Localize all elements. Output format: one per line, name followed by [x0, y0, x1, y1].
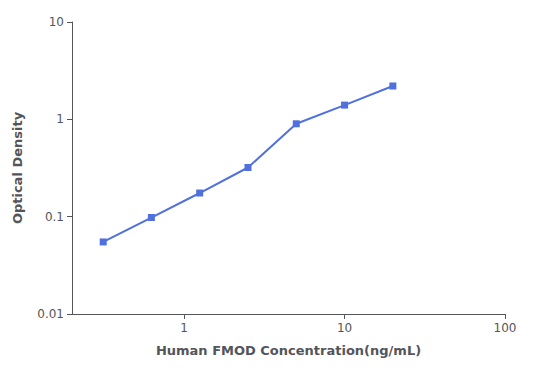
svg-text:10: 10 [337, 321, 352, 335]
svg-text:1: 1 [180, 321, 188, 335]
svg-text:1: 1 [56, 112, 64, 126]
svg-text:Human FMOD Concentration(ng/mL: Human FMOD Concentration(ng/mL) [156, 343, 421, 358]
svg-text:10: 10 [49, 15, 64, 29]
svg-text:100: 100 [494, 321, 517, 335]
svg-text:Optical Density: Optical Density [10, 111, 25, 224]
svg-text:0.1: 0.1 [45, 210, 64, 224]
svg-text:0.01: 0.01 [37, 307, 64, 321]
